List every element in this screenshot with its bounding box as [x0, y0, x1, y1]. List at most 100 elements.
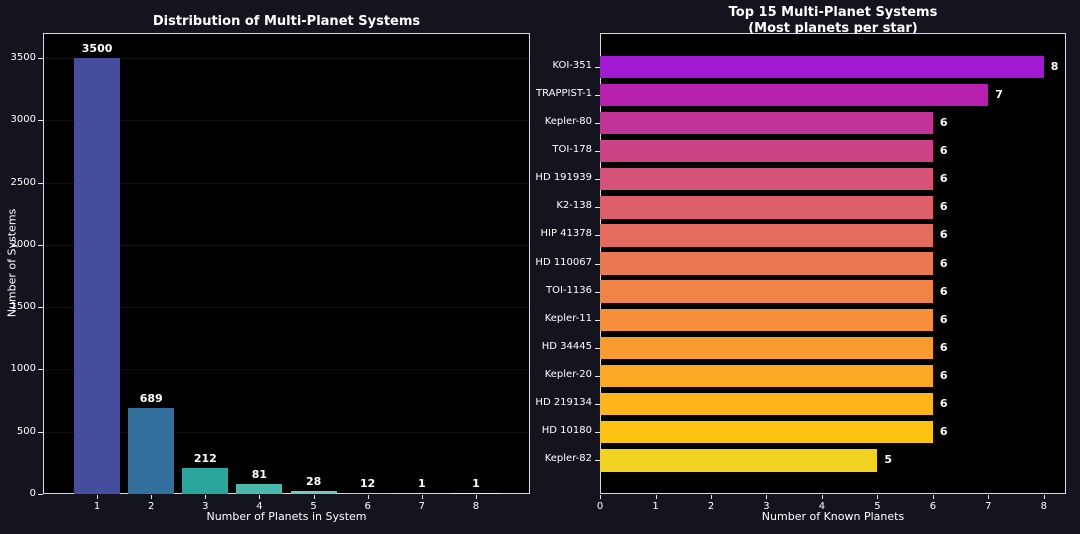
category-label: TOI-178	[552, 144, 592, 156]
bar-value-label: 6	[939, 116, 948, 129]
bar-value-label: 5	[884, 453, 893, 467]
bar-value-label: 689	[139, 392, 163, 406]
left-gridline	[44, 431, 529, 433]
x-tick-mark	[877, 495, 879, 499]
bar-value-label: 8	[1050, 59, 1059, 73]
category-label: Kepler-20	[544, 368, 592, 380]
x-tick-label: 0	[596, 501, 604, 512]
bar	[600, 55, 1044, 78]
bar-value-label: 6	[939, 284, 948, 298]
left-gridline	[44, 307, 529, 309]
bar	[600, 83, 989, 107]
bar-value-label: 81	[251, 467, 268, 481]
x-tick-label: 2	[707, 501, 715, 512]
right-chart-subtitle: (Most planets per star)	[748, 21, 918, 36]
x-tick-mark	[151, 495, 153, 499]
y-tick-mark	[595, 460, 600, 462]
x-tick-label: 5	[874, 501, 881, 512]
bar	[600, 196, 933, 219]
category-label: HD 110067	[535, 256, 592, 268]
x-tick-mark	[421, 495, 423, 499]
left-gridline	[44, 369, 529, 371]
left-gridline	[44, 120, 529, 122]
y-tick-mark	[595, 404, 600, 405]
left-plot-area	[43, 33, 530, 494]
x-tick-mark	[1043, 495, 1045, 499]
left-gridline	[44, 182, 529, 184]
left-gridline	[44, 244, 529, 246]
x-tick-mark	[766, 495, 768, 499]
x-tick-mark	[205, 495, 207, 499]
y-tick-mark	[595, 179, 600, 181]
y-tick-mark	[595, 291, 600, 293]
bar	[600, 364, 933, 388]
x-tick-label: 6	[929, 501, 937, 512]
y-tick-mark	[595, 151, 600, 153]
bar	[344, 492, 391, 494]
y-tick-label: 0	[29, 488, 36, 499]
y-tick-label: 2500	[10, 176, 36, 188]
right-x-axis-label: Number of Known Planets	[761, 510, 905, 523]
x-tick-label: 4	[818, 501, 826, 512]
bar	[600, 111, 933, 135]
bar-value-label: 6	[939, 425, 948, 439]
bar	[452, 493, 499, 494]
bar-value-label: 1	[417, 477, 426, 490]
bar-value-label: 6	[939, 340, 948, 354]
y-tick-mark	[595, 432, 600, 434]
bar	[128, 408, 175, 494]
bar	[290, 490, 337, 494]
y-tick-label: 2000	[10, 238, 36, 250]
x-tick-label: 7	[985, 501, 992, 512]
left-gridline	[44, 57, 529, 59]
left-chart-title: Distribution of Multi-Planet Systems	[152, 14, 421, 29]
x-tick-label: 5	[310, 501, 317, 512]
x-tick-label: 3	[763, 501, 770, 512]
y-tick-label: 1000	[10, 363, 36, 375]
y-tick-mark	[595, 207, 600, 209]
x-tick-mark	[475, 495, 477, 499]
x-tick-label: 8	[472, 501, 480, 512]
y-tick-label: 3500	[10, 51, 36, 63]
bar	[600, 252, 933, 275]
category-label: HD 10180	[541, 425, 592, 437]
bar-value-label: 6	[939, 368, 948, 382]
category-label: HD 34445	[541, 340, 592, 352]
x-tick-label: 6	[364, 501, 371, 512]
bar	[600, 420, 933, 444]
bar	[600, 167, 933, 191]
x-tick-mark	[821, 495, 823, 499]
y-tick-mark	[38, 57, 43, 59]
x-tick-label: 1	[652, 501, 659, 512]
bar-value-label: 1	[472, 477, 480, 490]
x-tick-label: 7	[418, 501, 425, 512]
category-label: K2-138	[556, 200, 592, 212]
right-chart-title: Top 15 Multi-Planet Systems	[728, 5, 938, 20]
bar	[600, 224, 933, 247]
bar	[398, 493, 445, 494]
category-label: Kepler-82	[544, 453, 592, 465]
x-tick-mark	[711, 495, 712, 499]
bar	[600, 308, 933, 331]
category-label: TRAPPIST-1	[535, 87, 592, 99]
bar	[236, 483, 283, 494]
y-tick-label: 500	[16, 425, 36, 437]
bar-value-label: 3500	[81, 41, 113, 55]
category-label: HIP 41378	[540, 228, 593, 240]
x-tick-mark	[97, 495, 99, 499]
bar	[600, 392, 933, 416]
x-tick-label: 3	[202, 501, 209, 512]
y-tick-mark	[38, 120, 43, 122]
bar-value-label: 12	[360, 476, 376, 490]
y-tick-mark	[38, 244, 43, 246]
bar-value-label: 6	[939, 172, 948, 186]
bar	[182, 467, 229, 494]
bar-value-label: 6	[939, 144, 948, 158]
bar-value-label: 212	[193, 451, 217, 465]
bar-value-label: 6	[939, 228, 948, 242]
y-tick-label: 3000	[10, 114, 36, 126]
category-label: HD 191939	[535, 172, 592, 184]
category-label: Kepler-11	[544, 312, 592, 324]
category-label: KOI-351	[552, 59, 592, 71]
